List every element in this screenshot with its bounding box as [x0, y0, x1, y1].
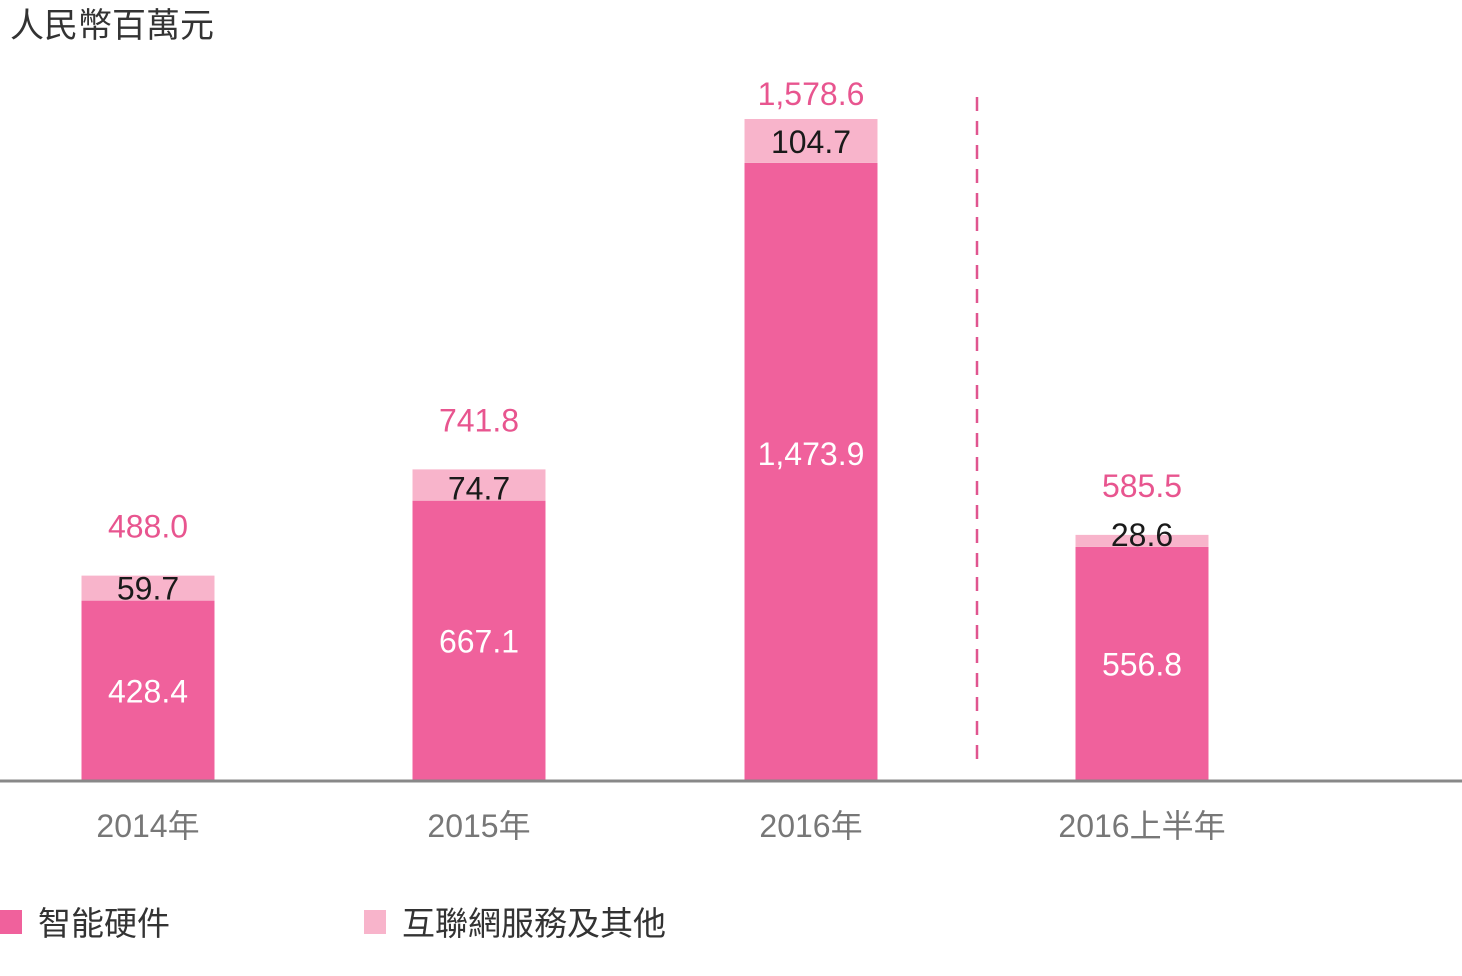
label-total-1: 741.8	[439, 402, 519, 438]
label-hardware-1: 667.1	[439, 623, 519, 659]
bar-hardware-3	[1075, 546, 1209, 780]
bar-services-3	[1075, 534, 1209, 547]
label-hardware-2: 1,473.9	[758, 436, 865, 472]
label-services-0: 59.7	[117, 571, 179, 607]
label-total-0: 488.0	[108, 509, 188, 545]
label-services-1: 74.7	[448, 471, 510, 507]
bar-hardware-0	[81, 600, 215, 780]
bar-services-2	[744, 119, 878, 163]
tick-label-0: 2014年	[96, 808, 199, 844]
bars-group	[81, 119, 1209, 780]
bar-hardware-1	[412, 500, 546, 780]
label-total-2: 1,578.6	[758, 76, 865, 112]
unit-label: 人民幣百萬元	[10, 6, 214, 46]
tick-label-1: 2015年	[427, 808, 530, 844]
tick-label-3: 2016上半年	[1058, 808, 1225, 844]
label-services-2: 104.7	[771, 124, 851, 160]
bar-services-1	[412, 469, 546, 501]
legend-swatch-services	[364, 910, 386, 934]
bar-hardware-2	[744, 162, 878, 780]
legend-label-services: 互聯網服務及其他	[402, 904, 666, 943]
label-hardware-0: 428.4	[108, 673, 188, 709]
label-services-3: 28.6	[1111, 517, 1173, 553]
x-axis-ticks: 2014年 2015年 2016年 2016上半年	[96, 808, 1225, 844]
labels-group: 428.4 59.7 488.0 667.1 74.7 741.8 1,473.9 104.7…	[108, 76, 1182, 709]
label-hardware-3: 556.8	[1102, 646, 1182, 682]
label-total-3: 585.5	[1102, 468, 1182, 504]
legend-swatch-hardware	[0, 910, 22, 934]
tick-label-2: 2016年	[759, 808, 862, 844]
legend: 智能硬件 互聯網服務及其他	[0, 904, 666, 943]
legend-label-hardware: 智能硬件	[38, 904, 170, 943]
bar-services-0	[81, 575, 215, 601]
